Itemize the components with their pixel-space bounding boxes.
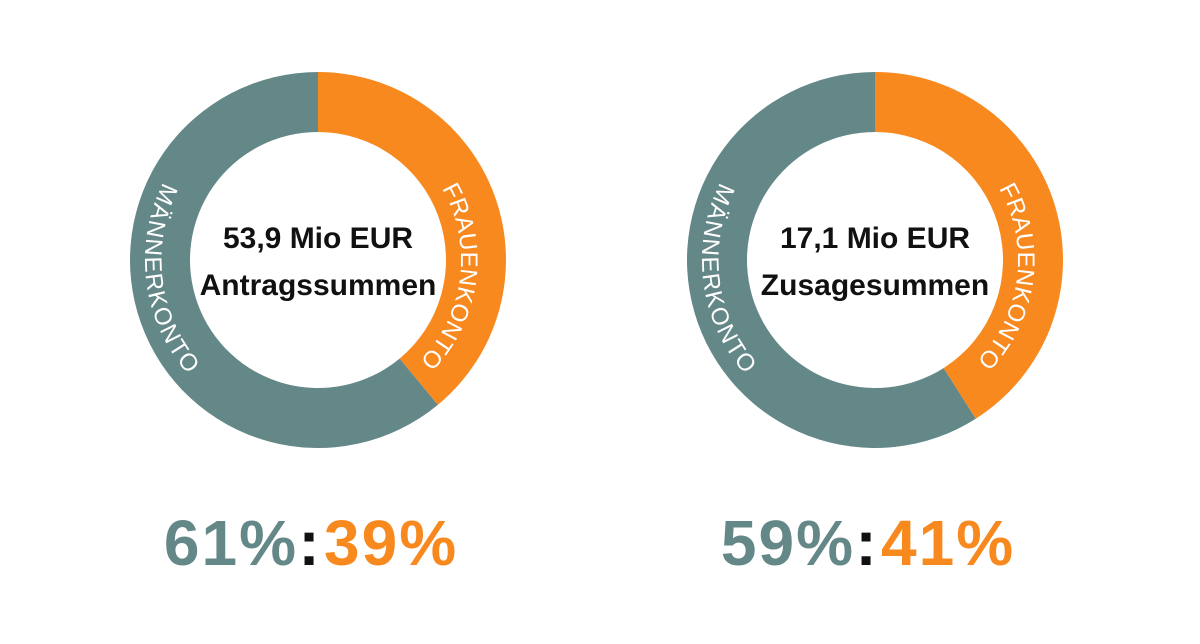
separator: : [298, 507, 321, 579]
value-label: 59% [721, 507, 855, 579]
donut-segment [875, 72, 1063, 419]
donut-segment [318, 72, 506, 405]
chart-subtitle: Zusagesummen [761, 269, 989, 302]
value-label: 41% [881, 507, 1015, 579]
donut-segment [130, 72, 438, 449]
chart-subtitle: Antragssummen [200, 269, 437, 302]
chart-title: 53,9 Mio EUR [223, 222, 413, 255]
donut-segment [686, 72, 976, 448]
separator: : [855, 507, 878, 579]
chart-title: 17,1 Mio EUR [780, 222, 970, 255]
value-label: 61% [164, 507, 298, 579]
value-label: 39% [324, 507, 458, 579]
